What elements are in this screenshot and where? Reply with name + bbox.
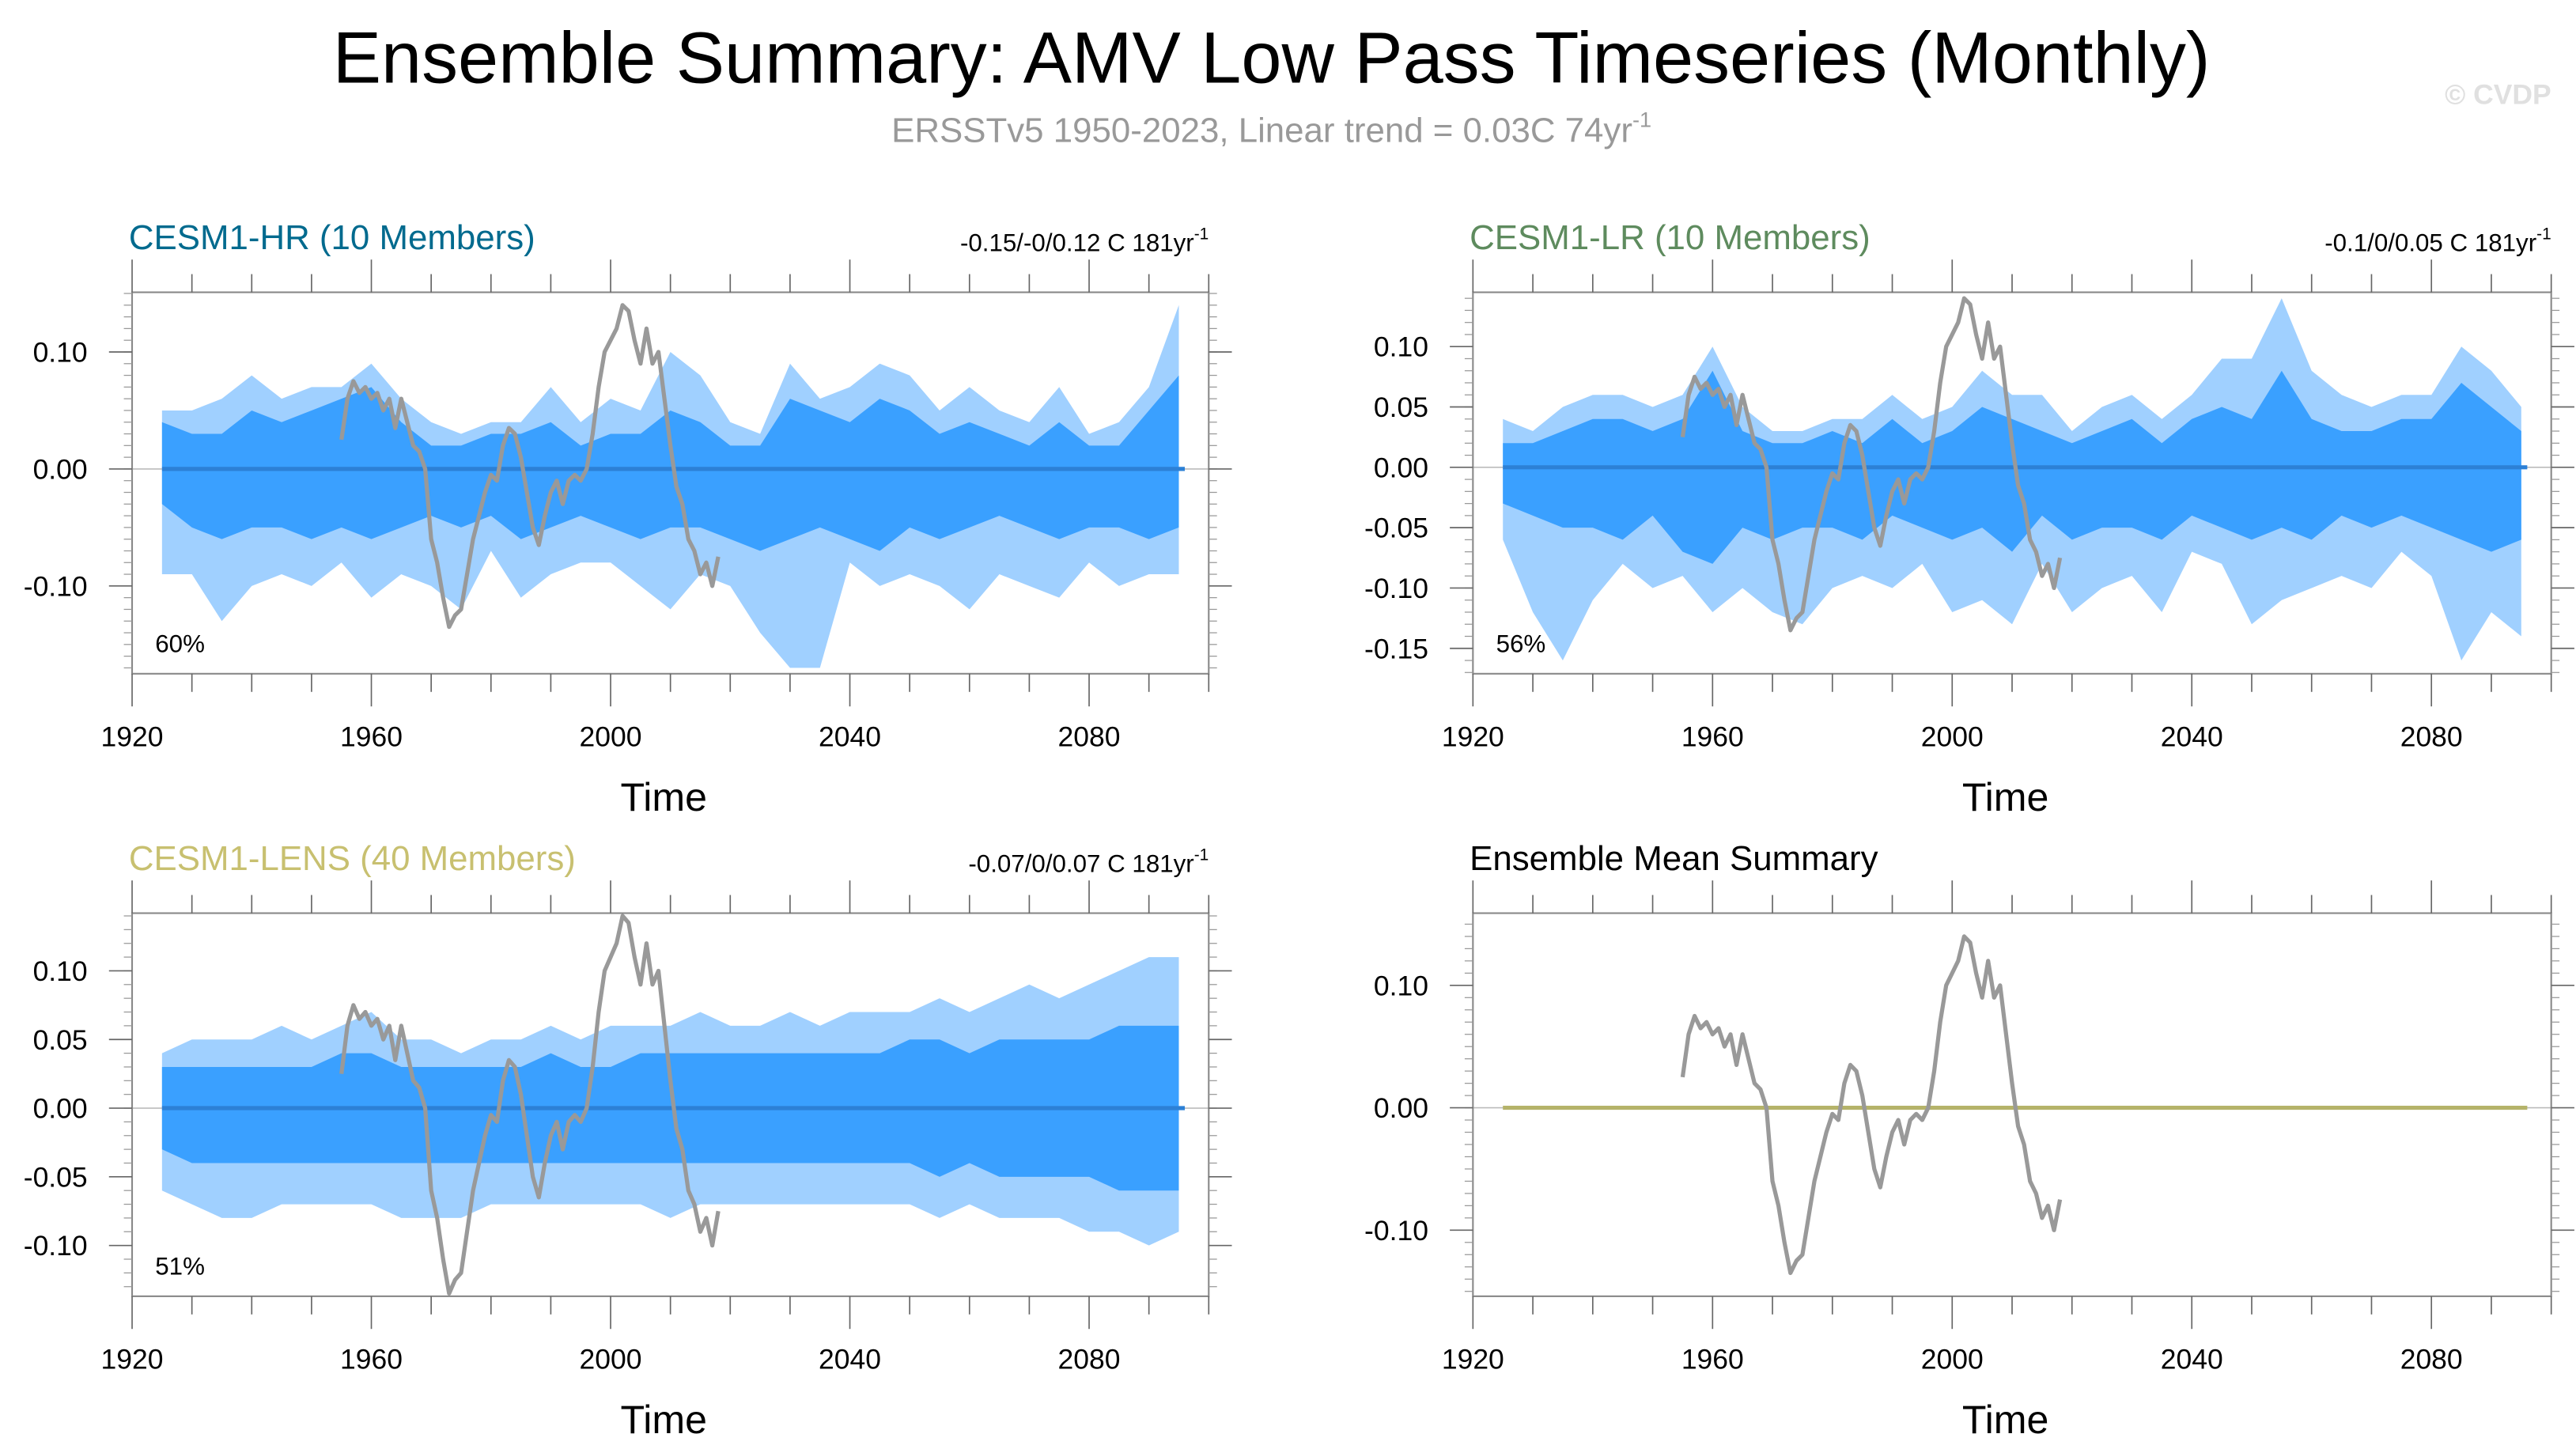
plot-area: [132, 303, 1209, 668]
x-tick-label: 1960: [340, 721, 403, 753]
x-tick-label: 1960: [1681, 721, 1744, 753]
x-tick-label: 2000: [580, 1344, 642, 1375]
y-tick-label: -0.05: [24, 1161, 88, 1193]
panel-title: CESM1-LENS (40 Members): [129, 839, 576, 878]
percent-within-spread: 60%: [155, 630, 205, 658]
y-tick-label: 0.10: [1374, 331, 1428, 363]
trend-stat: -0.1/0/0.05 C 181yr-1: [2324, 225, 2551, 257]
x-tick-label: 2040: [819, 721, 881, 753]
y-tick-label: -0.10: [24, 1230, 88, 1262]
trend-stat-text: -0.15/-0/0.12 C 181yr: [960, 229, 1194, 256]
x-tick-label: 1960: [1681, 1344, 1744, 1375]
subtitle-text: ERSSTv5 1950-2023, Linear trend = 0.03C …: [891, 112, 1632, 150]
panel-3: 1920 1960 2000 2040 2080 0.10 0.05 0.00 -0.05 -0.…: [24, 839, 1232, 1442]
x-tick-label: 2000: [580, 721, 642, 753]
x-tick-label: 2040: [2161, 721, 2223, 753]
y-tick-label: 0.00: [33, 1093, 88, 1125]
observed-series-line: [339, 303, 721, 630]
panel-title: Ensemble Mean Summary: [1470, 839, 1878, 878]
subtitle-superscript: -1: [1632, 108, 1651, 132]
plot-frame: [1472, 912, 2552, 1297]
y-tick-label: -0.10: [1364, 573, 1428, 604]
y-tick-label: 0.00: [1374, 452, 1428, 483]
trend-stat: -0.15/-0/0.12 C 181yr-1: [960, 225, 1209, 257]
y-tick-label: 0.05: [1374, 392, 1428, 423]
y-tick-label: 0.10: [33, 337, 88, 369]
plot-area: [132, 914, 1209, 1296]
x-tick-label: 1920: [1442, 1344, 1504, 1375]
panel-2: 1920 1960 2000 2040 2080 0.10 0.05 0.00 -0.05 -0.…: [1364, 218, 2574, 819]
percent-within-spread: 56%: [1496, 630, 1546, 658]
trend-stat-superscript: -1: [2536, 225, 2551, 244]
y-tick-label: -0.10: [24, 570, 88, 602]
watermark: © CVDP: [2445, 79, 2551, 111]
observed-series-line: [339, 914, 721, 1296]
observed-series-line: [1680, 934, 2063, 1276]
panel-4: 1920 1960 2000 2040 2080 0.10 0.00 -0.10 Time Ens…: [1364, 839, 2574, 1442]
y-tick-label: 0.10: [1374, 970, 1428, 1001]
x-tick-label: 2040: [819, 1344, 881, 1375]
panel-1: 1920 1960 2000 2040 2080 0.10 0.00 -0.10 Time CES…: [24, 218, 1232, 819]
y-tick-label: -0.05: [1364, 513, 1428, 544]
x-tick-label: 1920: [101, 721, 164, 753]
x-tick-label: 2000: [1921, 1344, 1984, 1375]
x-axis-label: Time: [1962, 1398, 2048, 1442]
trend-stat: -0.07/0/0.07 C 181yr-1: [968, 846, 1209, 878]
x-tick-label: 2080: [1058, 1344, 1121, 1375]
figure-title: Ensemble Summary: AMV Low Pass Timeserie…: [333, 17, 2211, 98]
figure-subtitle: ERSSTv5 1950-2023, Linear trend = 0.03C …: [891, 108, 1651, 150]
x-tick-label: 1960: [340, 1344, 403, 1375]
x-tick-label: 2040: [2161, 1344, 2223, 1375]
y-tick-label: 0.00: [33, 453, 88, 485]
x-tick-label: 2080: [2400, 721, 2463, 753]
trend-stat-text: -0.07/0/0.07 C 181yr: [968, 849, 1193, 877]
x-axis-label: Time: [621, 775, 707, 819]
trend-stat-superscript: -1: [1194, 225, 1209, 244]
plot-area: [1473, 296, 2551, 661]
observed-series-line: [1680, 296, 2063, 633]
x-axis-label: Time: [1962, 775, 2048, 819]
percent-within-spread: 51%: [155, 1253, 205, 1281]
panel-title: CESM1-LR (10 Members): [1470, 218, 1871, 257]
y-tick-label: -0.10: [1364, 1215, 1428, 1247]
x-tick-label: 2080: [2400, 1344, 2463, 1375]
trend-stat-text: -0.1/0/0.05 C 181yr: [2324, 229, 2536, 256]
trend-stat-superscript: -1: [1194, 846, 1209, 864]
plot-area: [1473, 934, 2551, 1276]
x-axis-label: Time: [621, 1398, 707, 1442]
x-tick-label: 2080: [1058, 721, 1121, 753]
x-tick-label: 1920: [1442, 721, 1504, 753]
x-tick-label: 1920: [101, 1344, 164, 1375]
inner-spread-band: [161, 375, 1179, 551]
y-tick-label: 0.05: [33, 1024, 88, 1056]
x-tick-label: 2000: [1921, 721, 1984, 753]
y-tick-label: 0.10: [33, 955, 88, 987]
y-tick-label: -0.15: [1364, 633, 1428, 664]
y-tick-label: 0.00: [1374, 1092, 1428, 1124]
panel-title: CESM1-HR (10 Members): [129, 218, 535, 257]
